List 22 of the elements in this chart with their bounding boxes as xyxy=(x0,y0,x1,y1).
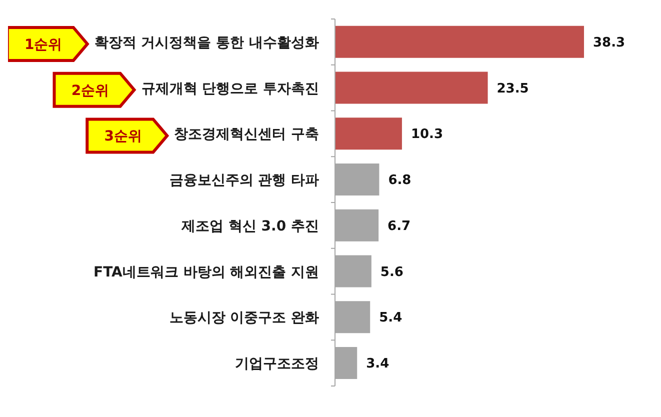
bar xyxy=(335,72,488,104)
y-tick-label: 제조업 혁신 3.0 추진 xyxy=(180,218,319,234)
y-tick-label: FTA네트워크 바탕의 해외진출 지원 xyxy=(94,264,319,280)
data-label: 5.4 xyxy=(379,310,402,326)
data-label: 3.4 xyxy=(366,356,390,372)
data-label: 6.7 xyxy=(388,218,411,234)
data-label: 38.3 xyxy=(593,35,626,50)
bar xyxy=(335,26,584,58)
bar xyxy=(335,118,402,150)
data-label: 5.6 xyxy=(380,264,404,280)
text: 1순위 xyxy=(24,36,62,53)
y-tick-label: 기업구조조정 xyxy=(235,356,319,372)
text: 3순위 xyxy=(104,128,142,145)
data-label: 6.8 xyxy=(388,173,412,188)
y-tick-label: 노동시장 이중구조 완화 xyxy=(169,310,319,326)
y-tick-label: 확장적 거시정책을 통한 내수활성화 xyxy=(94,34,319,51)
data-label: 10.3 xyxy=(410,127,444,142)
data-label: 23.5 xyxy=(496,81,529,96)
y-tick-label: 금융보신주의 관행 타파 xyxy=(169,172,319,189)
text: 2순위 xyxy=(71,82,110,99)
y-tick-label: 창조경제혁신센터 구축 xyxy=(174,126,319,143)
y-tick-label: 규제개혁 단행으로 투자촉진 xyxy=(141,80,319,97)
